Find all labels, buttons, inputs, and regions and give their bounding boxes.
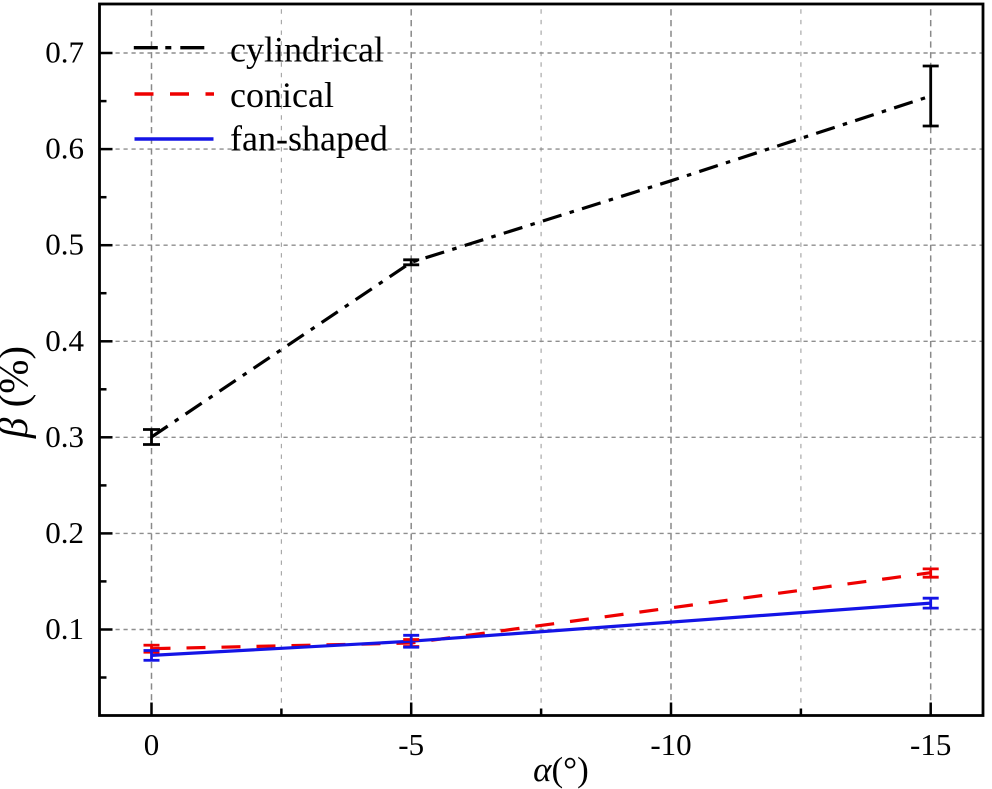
svg-text:conical: conical [230,75,334,115]
svg-text:β (%): β (%) [0,346,36,439]
svg-text:0.4: 0.4 [45,323,84,358]
svg-text:α(°): α(°) [533,750,589,789]
svg-text:0.5: 0.5 [45,227,84,262]
svg-text:0.6: 0.6 [45,131,84,166]
svg-text:0.3: 0.3 [45,419,84,454]
svg-text:0: 0 [144,727,160,762]
svg-text:fan-shaped: fan-shaped [230,119,388,159]
svg-text:-15: -15 [910,727,951,762]
svg-text:-5: -5 [398,727,424,762]
svg-text:-10: -10 [650,727,691,762]
svg-text:cylindrical: cylindrical [230,30,384,70]
svg-text:0.1: 0.1 [45,611,84,646]
svg-text:0.7: 0.7 [45,35,84,70]
svg-text:0.2: 0.2 [45,515,84,550]
